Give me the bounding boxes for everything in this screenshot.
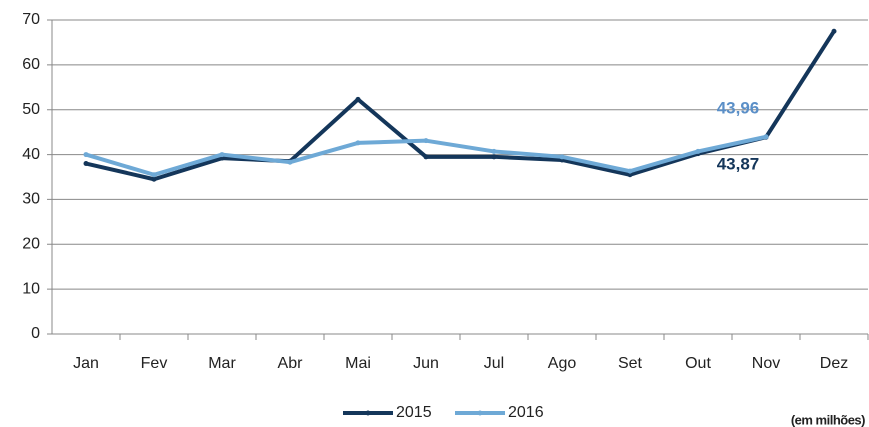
x-tick-label: Jan [73, 355, 99, 372]
x-tick-label: Jul [484, 355, 504, 372]
point [491, 154, 497, 160]
point [423, 138, 429, 144]
data-label: 43,96 [717, 98, 760, 117]
x-tick-label: Dez [820, 355, 848, 372]
y-tick-label: 50 [22, 101, 40, 118]
point [423, 154, 429, 160]
x-tick-label: Jun [413, 355, 439, 372]
y-tick-label: 0 [31, 325, 40, 342]
y-tick-label: 20 [22, 236, 40, 253]
x-tick-label: Set [618, 355, 643, 372]
annotation: (em milhões) [791, 412, 865, 427]
point [491, 148, 497, 154]
x-tick-label: Mar [208, 355, 236, 372]
point [83, 161, 89, 167]
legend-marker [365, 410, 371, 416]
y-tick-label: 30 [22, 191, 40, 208]
point [559, 154, 565, 160]
x-tick-label: Abr [278, 355, 304, 372]
y-tick-label: 70 [22, 11, 40, 28]
legend-marker [477, 410, 483, 416]
y-tick-label: 60 [22, 56, 40, 73]
x-tick-label: Ago [548, 355, 577, 372]
point [151, 176, 157, 182]
x-tick-label: Out [685, 355, 711, 372]
point [83, 152, 89, 158]
x-tick-label: Nov [752, 355, 780, 372]
point [627, 172, 633, 178]
x-tick-label: Fev [141, 355, 168, 372]
legend-label: 2016 [508, 404, 544, 421]
point [831, 28, 837, 34]
data-label: 43,87 [717, 155, 760, 174]
x-tick-label: Mai [345, 355, 371, 372]
point [355, 140, 361, 146]
y-tick-label: 10 [22, 280, 40, 297]
point [151, 172, 157, 178]
point [287, 159, 293, 165]
y-tick-label: 40 [22, 146, 40, 163]
legend-label: 2015 [396, 404, 432, 421]
point [355, 96, 361, 102]
point [695, 148, 701, 154]
point [627, 168, 633, 174]
point [763, 134, 769, 140]
point [219, 152, 225, 158]
